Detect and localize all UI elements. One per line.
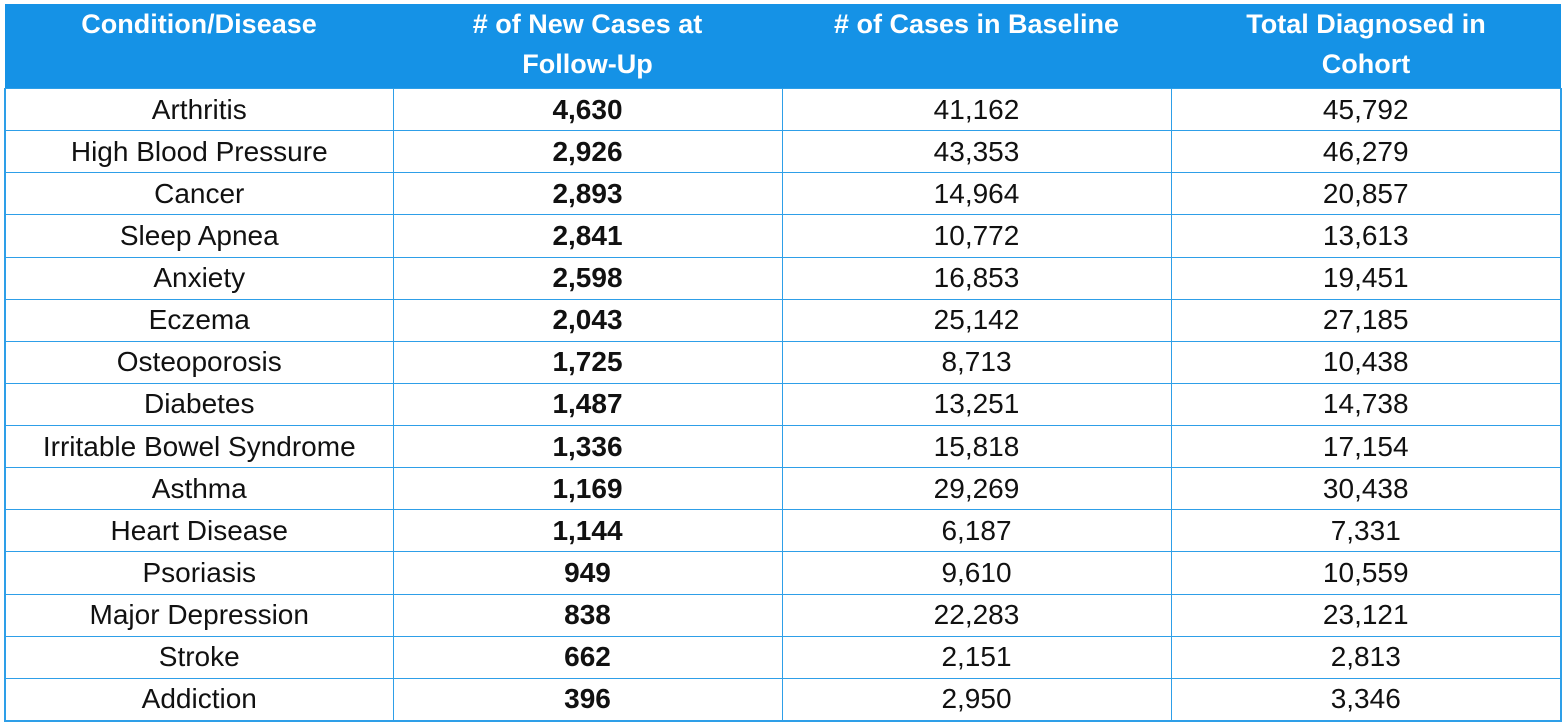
table-row: Sleep Apnea 2,841 10,772 13,613 bbox=[4, 214, 1562, 258]
total-diagnosed-cell: 20,857 bbox=[1170, 172, 1562, 216]
header-total-diagnosed: Total Diagnosed in Cohort bbox=[1171, 4, 1561, 89]
baseline-cases-cell: 6,187 bbox=[781, 509, 1172, 553]
total-diagnosed-cell: 10,438 bbox=[1170, 340, 1562, 384]
condition-cell: Psoriasis bbox=[4, 551, 394, 595]
new-cases-cell: 2,598 bbox=[392, 256, 783, 300]
condition-cell: Major Depression bbox=[4, 593, 394, 637]
new-cases-cell: 2,893 bbox=[392, 172, 783, 216]
header-baseline-cases-line-1: # of Cases in Baseline bbox=[833, 9, 1120, 39]
table-row: Asthma 1,169 29,269 30,438 bbox=[4, 467, 1562, 511]
condition-cell: Irritable Bowel Syndrome bbox=[4, 424, 394, 469]
condition-cell: Eczema bbox=[4, 298, 394, 342]
total-diagnosed-cell: 23,121 bbox=[1170, 593, 1562, 637]
baseline-cases-cell: 13,251 bbox=[781, 382, 1172, 427]
table-row: Addiction 396 2,950 3,346 bbox=[4, 677, 1562, 722]
baseline-cases-cell: 9,610 bbox=[781, 551, 1172, 595]
baseline-cases-cell: 2,950 bbox=[781, 677, 1172, 722]
header-total-diagnosed-line-1: Total Diagnosed in bbox=[1246, 9, 1486, 39]
table-row: Diabetes 1,487 13,251 14,738 bbox=[4, 382, 1562, 427]
total-diagnosed-cell: 30,438 bbox=[1170, 467, 1562, 511]
total-diagnosed-cell: 27,185 bbox=[1170, 298, 1562, 342]
total-diagnosed-cell: 7,331 bbox=[1170, 509, 1562, 553]
condition-cell: Heart Disease bbox=[4, 509, 394, 553]
table-header: Condition/Disease # of New Cases at Foll… bbox=[5, 4, 1561, 89]
table-row: Psoriasis 949 9,610 10,559 bbox=[4, 551, 1562, 595]
total-diagnosed-cell: 19,451 bbox=[1170, 256, 1562, 300]
new-cases-cell: 2,043 bbox=[392, 298, 783, 342]
baseline-cases-cell: 43,353 bbox=[781, 130, 1172, 174]
new-cases-cell: 662 bbox=[392, 635, 783, 679]
total-diagnosed-cell: 46,279 bbox=[1170, 130, 1562, 174]
table-row: High Blood Pressure 2,926 43,353 46,279 bbox=[4, 130, 1562, 174]
table-row: Cancer 2,893 14,964 20,857 bbox=[4, 172, 1562, 216]
condition-cell: Diabetes bbox=[4, 382, 394, 427]
new-cases-cell: 1,336 bbox=[392, 424, 783, 469]
new-cases-cell: 2,926 bbox=[392, 130, 783, 174]
baseline-cases-cell: 14,964 bbox=[781, 172, 1172, 216]
baseline-cases-cell: 16,853 bbox=[781, 256, 1172, 300]
baseline-cases-cell: 22,283 bbox=[781, 593, 1172, 637]
table-row: Osteoporosis 1,725 8,713 10,438 bbox=[4, 340, 1562, 384]
condition-cell: High Blood Pressure bbox=[4, 130, 394, 174]
condition-cell: Arthritis bbox=[4, 87, 394, 132]
new-cases-cell: 1,487 bbox=[392, 382, 783, 427]
table-row: Irritable Bowel Syndrome 1,336 15,818 17,15… bbox=[4, 424, 1562, 469]
table-row: Arthritis 4,630 41,162 45,792 bbox=[4, 87, 1562, 132]
new-cases-cell: 1,144 bbox=[392, 509, 783, 553]
condition-cell: Sleep Apnea bbox=[4, 214, 394, 258]
condition-cell: Cancer bbox=[4, 172, 394, 216]
baseline-cases-cell: 8,713 bbox=[781, 340, 1172, 384]
new-cases-cell: 1,169 bbox=[392, 467, 783, 511]
condition-cell: Addiction bbox=[4, 677, 394, 722]
total-diagnosed-cell: 45,792 bbox=[1170, 87, 1562, 132]
total-diagnosed-cell: 14,738 bbox=[1170, 382, 1562, 427]
total-diagnosed-cell: 3,346 bbox=[1170, 677, 1562, 722]
new-cases-cell: 1,725 bbox=[392, 340, 783, 384]
disease-cases-table: Condition/Disease # of New Cases at Foll… bbox=[4, 4, 1562, 722]
header-condition: Condition/Disease bbox=[5, 4, 393, 89]
header-total-diagnosed-line-2: Cohort bbox=[1321, 49, 1411, 79]
table-body: Arthritis 4,630 41,162 45,792 High Blood Pre… bbox=[4, 87, 1562, 722]
new-cases-cell: 4,630 bbox=[392, 87, 783, 132]
baseline-cases-cell: 15,818 bbox=[781, 424, 1172, 469]
condition-cell: Stroke bbox=[4, 635, 394, 679]
baseline-cases-cell: 25,142 bbox=[781, 298, 1172, 342]
baseline-cases-cell: 10,772 bbox=[781, 214, 1172, 258]
table-row: Major Depression 838 22,283 23,121 bbox=[4, 593, 1562, 637]
table-row: Stroke 662 2,151 2,813 bbox=[4, 635, 1562, 679]
table-row: Heart Disease 1,144 6,187 7,331 bbox=[4, 509, 1562, 553]
header-baseline-cases: # of Cases in Baseline bbox=[782, 4, 1171, 89]
header-new-cases-line-1: # of New Cases at bbox=[472, 9, 703, 39]
condition-cell: Anxiety bbox=[4, 256, 394, 300]
table-row: Anxiety 2,598 16,853 19,451 bbox=[4, 256, 1562, 300]
baseline-cases-cell: 41,162 bbox=[781, 87, 1172, 132]
total-diagnosed-cell: 17,154 bbox=[1170, 424, 1562, 469]
header-condition-line-1: Condition/Disease bbox=[81, 9, 317, 39]
total-diagnosed-cell: 13,613 bbox=[1170, 214, 1562, 258]
new-cases-cell: 396 bbox=[392, 677, 783, 722]
header-new-cases: # of New Cases at Follow-Up bbox=[393, 4, 782, 89]
new-cases-cell: 949 bbox=[392, 551, 783, 595]
header-row: Condition/Disease # of New Cases at Foll… bbox=[5, 4, 1561, 89]
baseline-cases-cell: 2,151 bbox=[781, 635, 1172, 679]
new-cases-cell: 838 bbox=[392, 593, 783, 637]
condition-cell: Osteoporosis bbox=[4, 340, 394, 384]
total-diagnosed-cell: 2,813 bbox=[1170, 635, 1562, 679]
baseline-cases-cell: 29,269 bbox=[781, 467, 1172, 511]
table-row: Eczema 2,043 25,142 27,185 bbox=[4, 298, 1562, 342]
total-diagnosed-cell: 10,559 bbox=[1170, 551, 1562, 595]
header-new-cases-line-2: Follow-Up bbox=[522, 49, 653, 79]
condition-cell: Asthma bbox=[4, 467, 394, 511]
new-cases-cell: 2,841 bbox=[392, 214, 783, 258]
